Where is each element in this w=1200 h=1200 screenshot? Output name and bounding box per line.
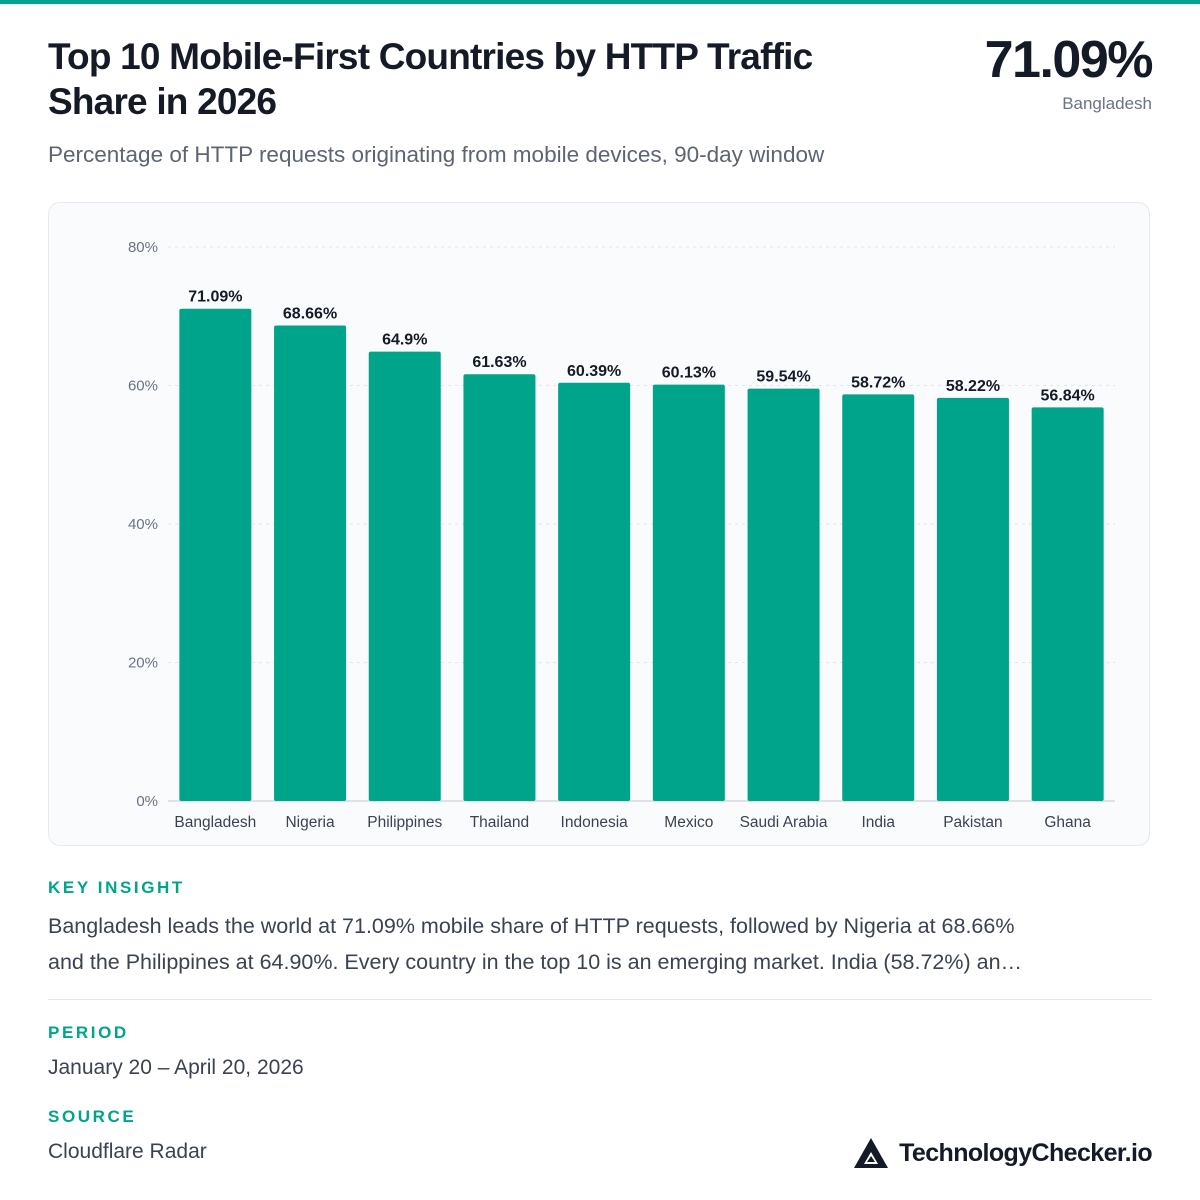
bar-data-label: 59.54% [756,369,810,386]
bar [179,308,252,801]
period-value: January 20 – April 20, 2026 [48,1056,304,1079]
bar [558,382,631,801]
bar-data-label: 64.9% [382,332,427,349]
title-line-2: Share in 2026 [48,81,277,122]
x-tick-label: India [861,814,895,831]
bar [842,394,915,801]
bar [368,351,441,801]
bar-data-label: 58.72% [851,374,905,391]
y-tick-label: 0% [136,793,158,810]
chart-subtitle: Percentage of HTTP requests originating … [48,142,825,167]
x-tick-label: Pakistan [943,814,1002,831]
x-tick-label: Bangladesh [174,814,256,831]
insight-text: Bangladesh leads the world at 71.09% mob… [48,908,1152,980]
bar-data-label: 56.84% [1041,387,1095,404]
bar [936,397,1009,801]
y-tick-label: 20% [128,655,158,672]
section-divider [48,999,1152,1000]
bar-data-label: 71.09% [188,289,242,306]
bar-data-label: 58.22% [946,378,1000,395]
page-title: Top 10 Mobile-First Countries by HTTP Tr… [48,34,888,124]
source-label: SOURCE [48,1107,137,1126]
bar-data-label: 68.66% [283,306,337,323]
y-tick-label: 60% [128,378,158,395]
brand-logo: TechnologyChecker.io [853,1134,1153,1172]
period-label: PERIOD [48,1023,129,1042]
brand-name: TechnologyChecker.io [899,1138,1152,1167]
bar [274,325,347,801]
y-tick-label: 40% [128,516,158,533]
bar-data-label: 60.13% [662,365,716,382]
triangle-logo-icon [854,1138,889,1168]
accent-top-bar [0,0,1200,4]
bar [463,374,536,801]
x-tick-label: Ghana [1044,814,1091,831]
title-line-1: Top 10 Mobile-First Countries by HTTP Tr… [48,36,813,77]
x-tick-label: Indonesia [561,814,629,831]
bar [652,384,725,801]
x-tick-label: Mexico [664,814,713,831]
x-tick-label: Philippines [367,814,442,831]
insight-label: KEY INSIGHT [48,878,185,897]
bar-data-label: 61.63% [472,354,526,371]
insight-line-2: and the Philippines at 64.90%. Every cou… [48,950,1023,974]
bar-data-label: 60.39% [567,363,621,380]
insight-line-1: Bangladesh leads the world at 71.09% mob… [48,914,1015,938]
headline-label: Bangladesh [1062,94,1152,113]
x-tick-label: Thailand [470,814,529,831]
chart-card: 0% 20% 40% 60% 80% 71.09% Bangladesh 68.66% Nige… [48,202,1150,846]
x-tick-label: Nigeria [285,814,334,831]
bar [1031,407,1104,801]
source-value: Cloudflare Radar [48,1140,207,1163]
bar-chart: 0% 20% 40% 60% 80% 71.09% Bangladesh 68.66% Nige… [128,239,1115,831]
x-tick-label: Saudi Arabia [740,814,828,831]
bar [747,388,820,801]
y-tick-label: 80% [128,239,158,256]
headline-value: 71.09% [984,31,1154,89]
